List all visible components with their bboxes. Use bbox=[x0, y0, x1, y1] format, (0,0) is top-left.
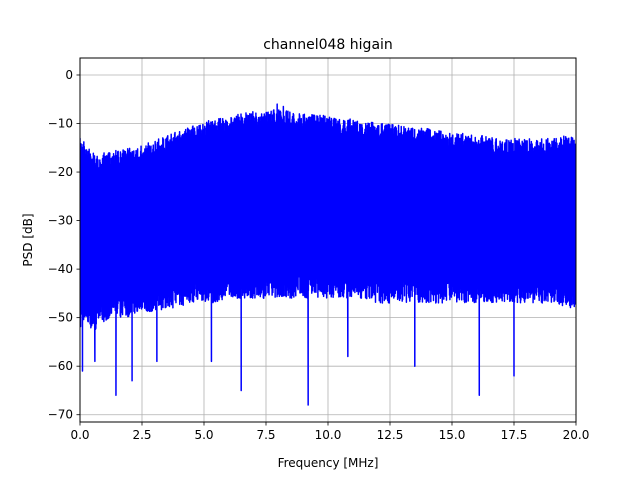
x-tick-label: 10.0 bbox=[315, 428, 342, 442]
x-axis-ticks: 0.0 2.5 5.0 7.5 10.0 12.5 15.0 17.5 20.0 bbox=[70, 422, 589, 442]
x-tick-label: 7.5 bbox=[256, 428, 275, 442]
y-axis-label: PSD [dB] bbox=[21, 213, 35, 266]
x-tick-label: 15.0 bbox=[439, 428, 466, 442]
y-tick-label: −10 bbox=[48, 117, 73, 131]
x-axis-label: Frequency [MHz] bbox=[278, 456, 379, 470]
x-tick-label: 12.5 bbox=[377, 428, 404, 442]
y-tick-label: −70 bbox=[48, 408, 73, 422]
x-tick-label: 17.5 bbox=[501, 428, 528, 442]
psd-series-line bbox=[80, 103, 576, 406]
y-axis-ticks: 0 −10 −20 −30 −40 −50 −60 −70 bbox=[48, 68, 80, 422]
y-tick-label: 0 bbox=[65, 68, 73, 82]
y-tick-label: −20 bbox=[48, 165, 73, 179]
x-tick-label: 5.0 bbox=[194, 428, 213, 442]
chart-title: channel048 higain bbox=[263, 37, 393, 53]
y-tick-label: −50 bbox=[48, 311, 73, 325]
x-tick-label: 20.0 bbox=[563, 428, 590, 442]
y-tick-label: −60 bbox=[48, 359, 73, 373]
plot-area bbox=[80, 103, 576, 406]
y-tick-label: −30 bbox=[48, 214, 73, 228]
x-tick-label: 2.5 bbox=[132, 428, 151, 442]
x-tick-label: 0.0 bbox=[70, 428, 89, 442]
y-tick-label: −40 bbox=[48, 262, 73, 276]
